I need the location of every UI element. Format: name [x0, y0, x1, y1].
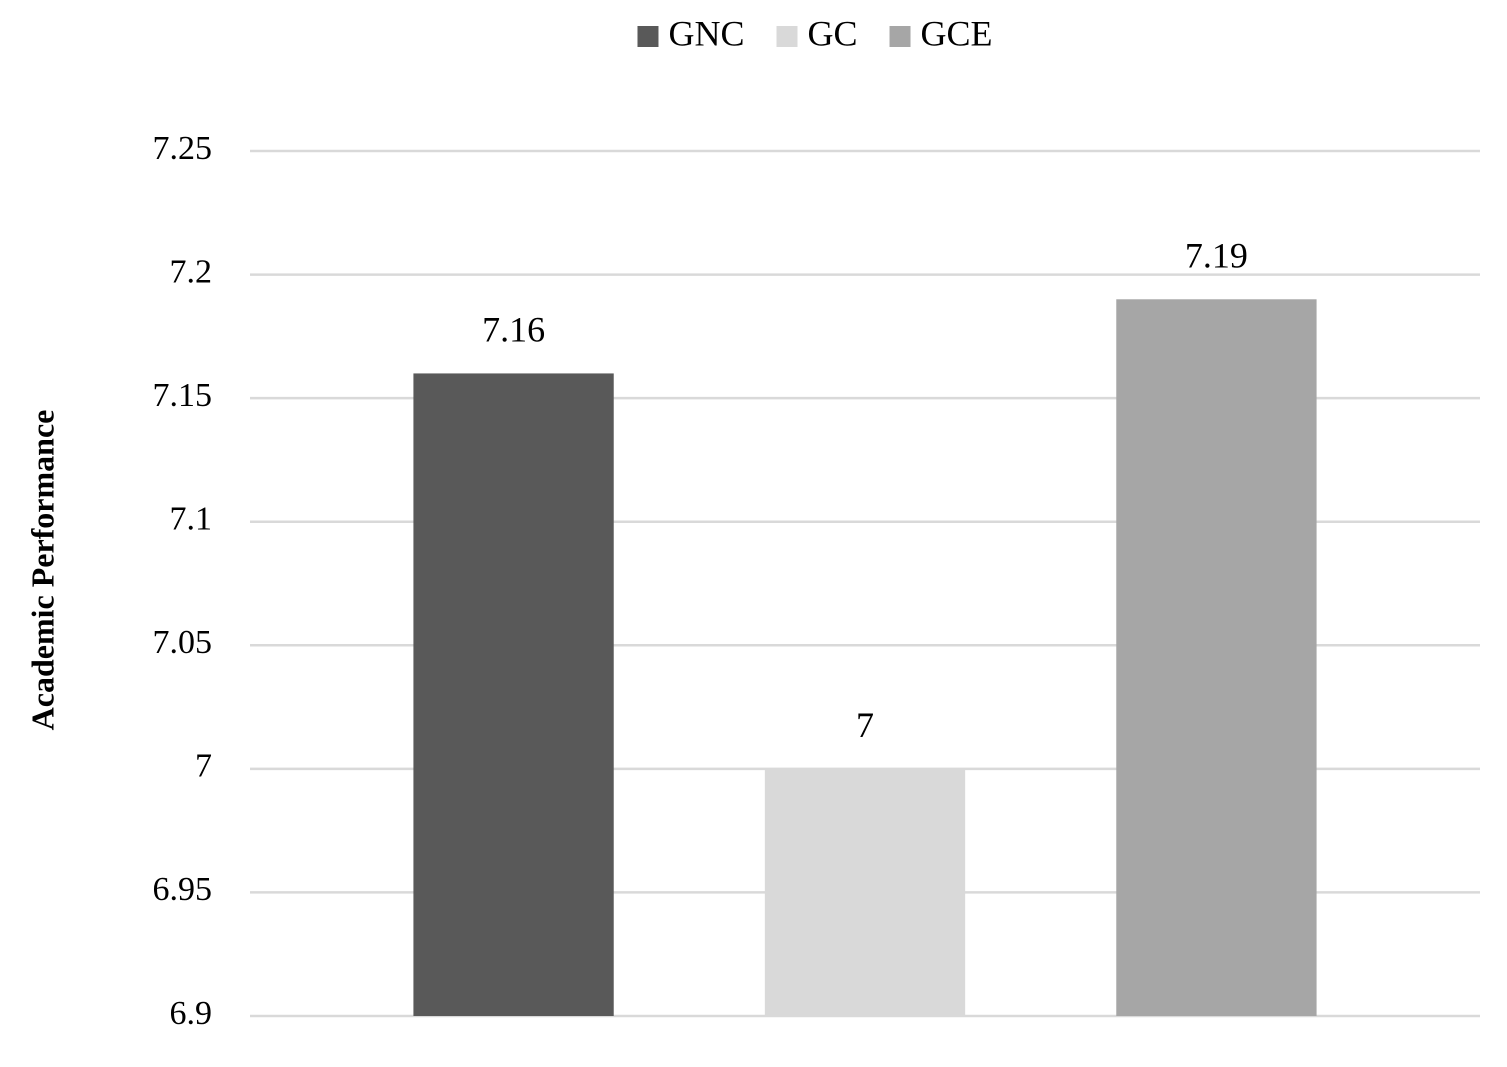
legend-label: GCE	[921, 13, 993, 53]
legend-swatch	[776, 26, 798, 47]
y-tick-label: 7.1	[170, 501, 213, 538]
legend-label: GC	[808, 13, 858, 53]
legend-label: GNC	[668, 13, 744, 53]
data-label: 7.19	[1185, 236, 1248, 276]
y-tick-label: 7.15	[153, 377, 213, 414]
y-tick-label: 7.05	[153, 624, 213, 661]
data-label: 7.16	[482, 310, 545, 350]
data-label: 7	[856, 705, 874, 745]
y-tick-label: 7.2	[170, 253, 213, 290]
y-tick-label: 6.95	[153, 871, 213, 908]
y-tick-label: 6.9	[170, 995, 213, 1032]
y-axis-title: Academic Performance	[24, 410, 60, 731]
bar	[413, 373, 614, 1016]
bar	[764, 768, 966, 1016]
legend-swatch	[889, 26, 911, 47]
y-tick-label: 7	[195, 748, 212, 785]
legend-swatch	[637, 26, 659, 47]
y-tick-label: 7.25	[153, 130, 213, 167]
bar	[1116, 299, 1317, 1016]
